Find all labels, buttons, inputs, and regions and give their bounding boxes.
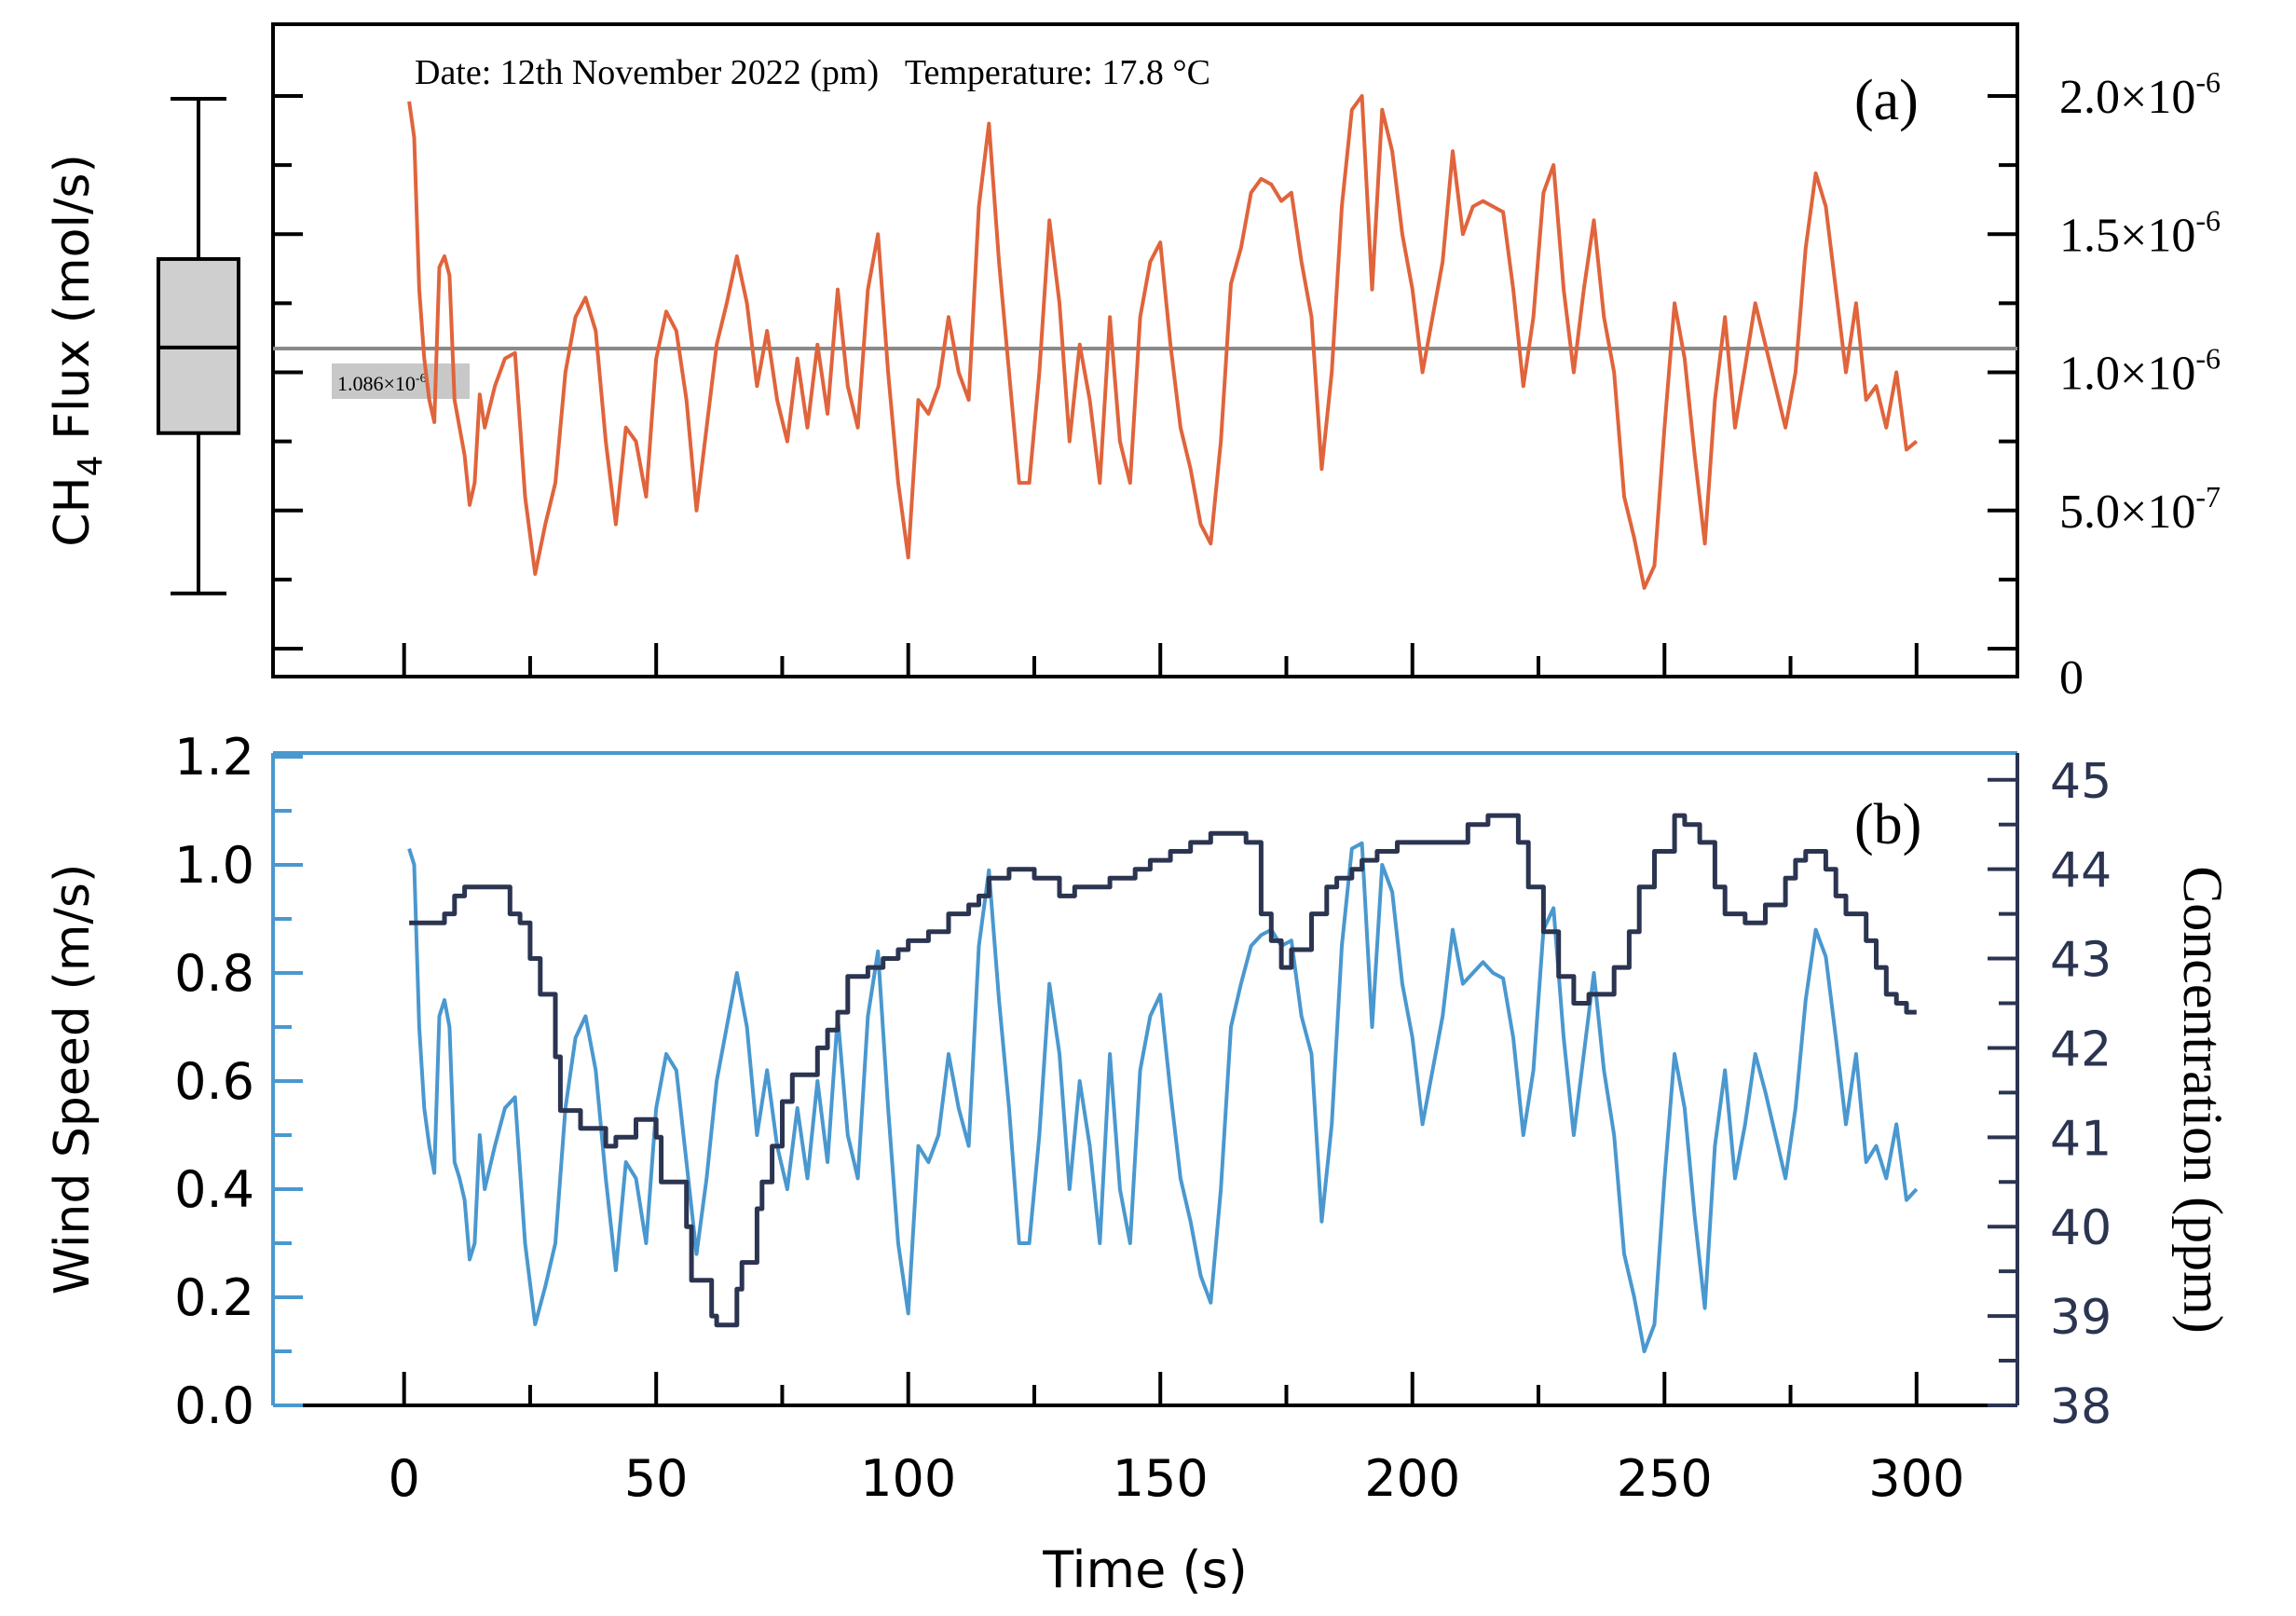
- y-tick-label-left: 0.0: [174, 1376, 254, 1435]
- y-tick-label-right: 41: [2050, 1111, 2112, 1167]
- y-tick-label-right: 5.0×10-7: [2059, 480, 2221, 539]
- panel-a-annotation: Date: 12th November 2022 (pm) Temperatur…: [415, 53, 1210, 92]
- panel-b-y-ticks-left: 0.0 0.2 0.4 0.6 0.8 1.0 1.2: [174, 728, 303, 1435]
- panel-b-label: (b): [1854, 793, 1921, 856]
- y-tick-label-right: 1.5×10-6: [2059, 203, 2221, 262]
- flux-boxplot: [157, 96, 240, 596]
- panel-b-wind-concentration: 0 50 100 150 200 250 300 0.0 0.2 0.4 0.6 0.8 1.0 1.2…: [45, 728, 2234, 1599]
- panel-a-flux: 0 5.0×10-7 1.0×10-6 1.5×10-6 2.0×10-6 1.086×…: [45, 22, 2221, 705]
- x-axis-label: Time (s): [1042, 1541, 1248, 1599]
- y-tick-label-right: 1.0×10-6: [2059, 342, 2221, 401]
- x-tick-label: 300: [1868, 1449, 1964, 1508]
- mean-label: 1.086×10-6: [337, 372, 427, 395]
- y-tick-label-right: 44: [2050, 843, 2112, 899]
- y-tick-label-right: 2.0×10-6: [2059, 65, 2221, 124]
- panel-b-y-label-left: Wind Speed (m/s): [45, 864, 101, 1295]
- panel-a-label: (a): [1854, 69, 1919, 132]
- panel-a-y-ticks: 0 5.0×10-7 1.0×10-6 1.5×10-6 2.0×10-6: [273, 65, 2221, 705]
- y-tick-label-right: 45: [2050, 754, 2112, 810]
- y-tick-label-right: 43: [2050, 933, 2112, 989]
- y-tick-label-left: 0.2: [174, 1268, 254, 1327]
- panel-b-y-ticks-right: 38 39 40 41 42 43 44 45: [1988, 754, 2112, 1435]
- flux-line: [407, 94, 1919, 590]
- mean-label-box: [332, 363, 470, 400]
- x-tick-label: 200: [1364, 1449, 1460, 1508]
- x-tick-label: 0: [388, 1449, 419, 1508]
- x-tick-label: 100: [860, 1449, 956, 1508]
- y-tick-label-left: 0.6: [174, 1052, 254, 1111]
- panel-a-y-label: CH4 Flux (mol/s): [45, 154, 110, 547]
- y-tick-label-right: 38: [2050, 1379, 2112, 1435]
- panel-b-y-label-right: Concentration (ppm): [2172, 866, 2234, 1334]
- y-tick-label-right: 39: [2050, 1290, 2112, 1346]
- x-tick-label: 150: [1113, 1449, 1209, 1508]
- panel-b-x-ticks: 0 50 100 150 200 250 300: [388, 1372, 1964, 1508]
- y-tick-label-right: 40: [2050, 1200, 2112, 1256]
- y-tick-label-right: 0: [2059, 651, 2084, 705]
- wind-speed-line: [407, 841, 1919, 1353]
- y-tick-label-left: 0.8: [174, 944, 254, 1003]
- y-tick-label-left: 1.0: [174, 836, 254, 895]
- panel-a-x-ticks: [402, 643, 1919, 677]
- concentration-line: [409, 813, 1917, 1328]
- y-tick-label-left: 1.2: [174, 728, 254, 787]
- y-tick-label-right: 42: [2050, 1021, 2112, 1077]
- x-tick-label: 50: [624, 1449, 689, 1508]
- x-tick-label: 250: [1617, 1449, 1713, 1508]
- y-tick-label-left: 0.4: [174, 1160, 254, 1219]
